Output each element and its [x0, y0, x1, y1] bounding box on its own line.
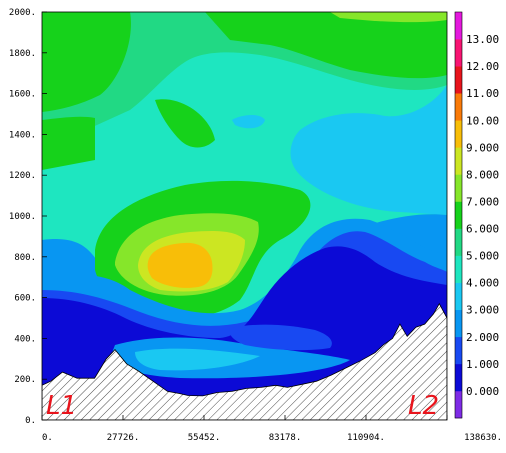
colorbar-swatch [455, 282, 462, 311]
x-tick-label: 138630. [464, 433, 502, 443]
contour-band-7-upper [330, 12, 447, 23]
colorbar-swatch [455, 12, 462, 40]
colorbar-label: 6.000 [466, 223, 499, 236]
contour-band-4-upper [232, 85, 447, 215]
colorbar-swatch [455, 228, 462, 256]
colorbar-swatch [455, 309, 462, 338]
colorbar-label: 10.00 [466, 114, 499, 127]
x-axis-ticks: 0. 27726. 55452. 83178. 110904. 138630. [41, 415, 502, 443]
colorbar-label: 11.00 [466, 87, 499, 100]
colorbar-label: 2.000 [466, 331, 499, 344]
colorbar-label: 9.000 [466, 141, 499, 154]
x-tick-label: 55452. [188, 433, 221, 443]
colorbar-label: 3.000 [466, 304, 499, 317]
colorbar-label: 12.00 [466, 60, 499, 73]
colorbar-label: 1.000 [466, 358, 499, 371]
contour-band-6-upper [42, 12, 447, 170]
contour-band-9-core [147, 242, 213, 288]
y-tick-label: 1000. [9, 212, 36, 222]
y-tick-label: 1800. [9, 49, 36, 59]
colorbar-swatch [455, 39, 462, 67]
y-tick-label: 1400. [9, 130, 36, 140]
colorbar: 0.000 1.000 2.000 3.000 4.000 5.000 6.000 7.000… [454, 11, 499, 419]
contour-band-2-pocket [229, 324, 332, 351]
y-tick-label: 2000. [9, 8, 36, 18]
colorbar-swatch [455, 201, 462, 229]
colorbar-label: 5.000 [466, 250, 499, 263]
colorbar-label: 13.00 [466, 33, 499, 46]
colorbar-label: 8.000 [466, 168, 499, 181]
corner-label-l1: L1 [46, 391, 77, 421]
colorbar-swatch [455, 363, 462, 392]
y-tick-label: 200. [14, 375, 36, 385]
corner-label-l2: L2 [408, 391, 439, 421]
colorbar-label: 4.000 [466, 277, 499, 290]
plot-area [42, 12, 447, 420]
y-tick-label: 1200. [9, 171, 36, 181]
x-tick-label: 83178. [269, 433, 302, 443]
colorbar-swatch [455, 147, 462, 175]
y-tick-label: 0. [25, 416, 36, 426]
x-tick-label: 110904. [347, 433, 385, 443]
y-tick-label: 400. [14, 334, 36, 344]
x-tick-label: 27726. [107, 433, 140, 443]
x-tick-label: 0. [42, 433, 53, 443]
terrain-hatch [42, 302, 447, 420]
contour-band-4-pocket [135, 348, 260, 371]
y-axis-ticks: 0. 200. 400. 600. 800. 1000. 1200. 1400. 1600. 18… [9, 8, 47, 426]
y-tick-label: 600. [14, 294, 36, 304]
colorbar-label: 0.000 [466, 385, 499, 398]
colorbar-frame [454, 11, 463, 419]
colorbar-swatch [455, 66, 462, 94]
colorbar-swatch [455, 93, 462, 121]
colorbar-swatch [455, 174, 462, 202]
colorbar-swatch [455, 336, 462, 365]
y-tick-label: 800. [14, 253, 36, 263]
colorbar-swatch [455, 120, 462, 148]
y-tick-label: 1600. [9, 90, 36, 100]
colorbar-swatch [455, 255, 462, 283]
colorbar-label: 7.000 [466, 195, 499, 208]
colorbar-swatch [455, 390, 462, 419]
